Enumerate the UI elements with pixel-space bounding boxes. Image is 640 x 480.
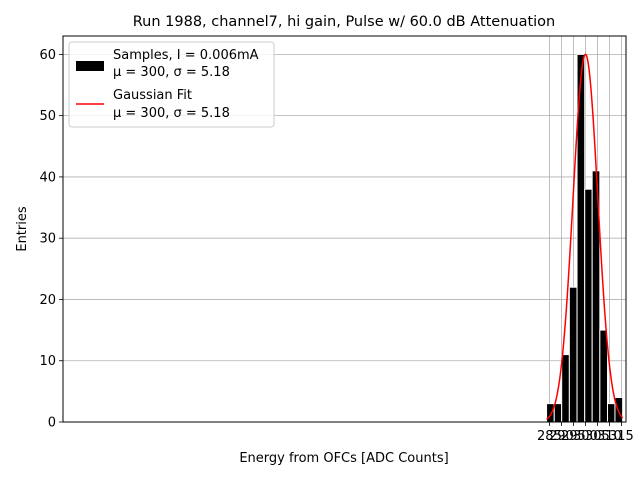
legend: Samples, I = 0.006mA μ = 300, σ = 5.18 G…	[68, 41, 275, 128]
y-tick-label: 0	[48, 416, 56, 431]
legend-fit-stats: μ = 300, σ = 5.18	[113, 106, 230, 121]
x-axis-label: Energy from OFCs [ADC Counts]	[239, 451, 448, 466]
y-tick-label: 10	[39, 354, 56, 369]
histogram-bar	[607, 403, 616, 423]
x-tick-label: 300	[573, 429, 598, 444]
y-axis-ticks: 0 10 20 30 40 50 60	[39, 48, 63, 431]
chart-title: Run 1988, channel7, hi gain, Pulse w/ 60…	[133, 14, 556, 30]
y-axis-label: Entries	[15, 206, 30, 252]
histogram-bar	[561, 354, 570, 423]
legend-samples-swatch	[76, 61, 104, 71]
histogram-bar	[553, 403, 563, 423]
legend-fit-label: Gaussian Fit	[113, 88, 192, 103]
y-tick-label: 30	[39, 232, 56, 247]
x-tick-label: 285	[537, 429, 562, 444]
x-tick-label: 310	[597, 429, 622, 444]
legend-box	[68, 41, 275, 128]
gaussian-fit-line	[546, 53, 624, 420]
plot-frame	[62, 35, 627, 423]
gaussian-fit-layer	[546, 53, 624, 420]
histogram-bar	[599, 329, 609, 423]
x-tick-label: 305	[585, 429, 610, 444]
x-tick-label: 295	[561, 429, 586, 444]
y-tick-label: 40	[39, 170, 56, 185]
histogram-bar	[568, 286, 578, 423]
legend-samples-label: Samples, I = 0.006mA	[113, 48, 259, 63]
histogram-bar	[614, 396, 624, 423]
histogram-bars	[546, 53, 624, 423]
y-tick-label: 50	[39, 109, 56, 124]
y-tick-label: 20	[39, 293, 56, 308]
legend-samples-stats: μ = 300, σ = 5.18	[113, 65, 230, 80]
histogram-bar	[584, 188, 593, 423]
x-tick-label: 315	[609, 429, 634, 444]
y-tick-label: 60	[39, 48, 56, 63]
x-tick-label: 290	[549, 429, 574, 444]
